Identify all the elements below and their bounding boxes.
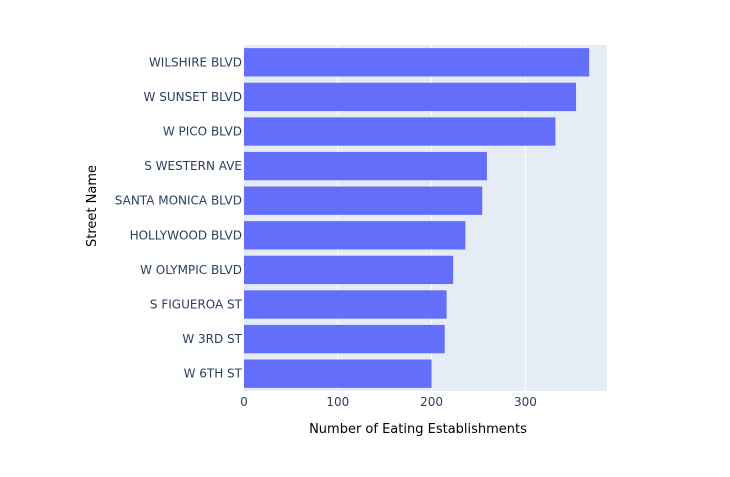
y-axis-title: Street Name — [85, 165, 100, 247]
bar — [244, 324, 445, 354]
y-tick-label: HOLLYWOOD BLVD — [130, 228, 242, 242]
bar — [244, 359, 432, 388]
x-axis-title: Number of Eating Establishments — [309, 422, 527, 437]
bars — [244, 48, 590, 388]
bar — [244, 82, 577, 112]
bar — [244, 221, 466, 250]
bar — [244, 151, 487, 181]
y-tick-label: W 3RD ST — [182, 332, 242, 346]
bar — [244, 290, 447, 319]
y-tick-label: W SUNSET BLVD — [144, 90, 242, 104]
x-tick-label: 200 — [420, 395, 443, 409]
x-tick-label: 100 — [326, 395, 349, 409]
bar — [244, 48, 590, 77]
bar — [244, 255, 454, 285]
bar — [244, 186, 483, 215]
y-tick-label: W OLYMPIC BLVD — [140, 263, 242, 277]
x-tick-labels: 0 100 200 300 — [240, 395, 537, 409]
x-tick-label: 300 — [514, 395, 537, 409]
x-tick-label: 0 — [240, 395, 248, 409]
y-tick-label: S WESTERN AVE — [144, 159, 242, 173]
y-tick-label: W PICO BLVD — [163, 125, 242, 139]
y-tick-label: WILSHIRE BLVD — [149, 55, 242, 69]
y-tick-label: SANTA MONICA BLVD — [115, 194, 242, 208]
bar — [244, 117, 556, 146]
y-tick-label: W 6TH ST — [184, 367, 243, 381]
y-tick-labels: WILSHIRE BLVD W SUNSET BLVD W PICO BLVD S W… — [115, 55, 243, 380]
y-tick-label: S FIGUEROA ST — [150, 298, 243, 312]
